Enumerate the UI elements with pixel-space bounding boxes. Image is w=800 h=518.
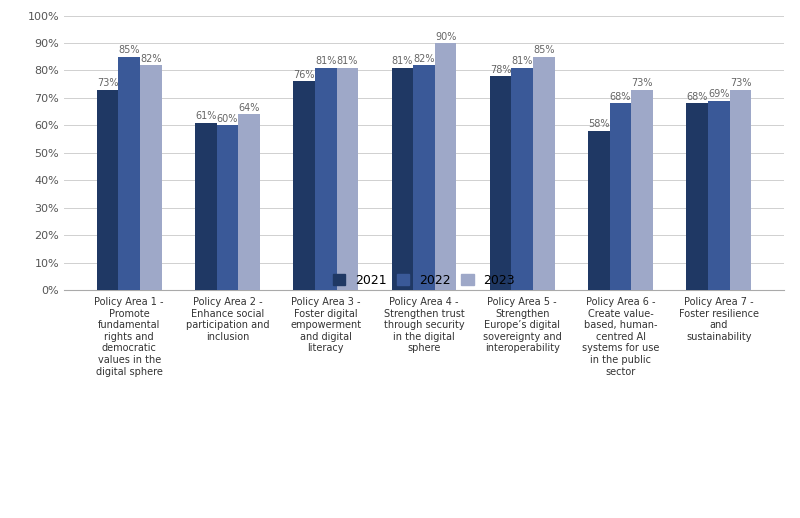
Bar: [686, 104, 708, 290]
Bar: [511, 68, 533, 290]
Text: 58%: 58%: [588, 120, 610, 130]
Text: 61%: 61%: [195, 111, 217, 121]
Text: 60%: 60%: [217, 114, 238, 124]
Bar: [490, 76, 511, 290]
Text: 81%: 81%: [392, 56, 413, 66]
Bar: [610, 104, 631, 290]
Bar: [140, 65, 162, 290]
Text: 85%: 85%: [533, 46, 554, 55]
Text: 73%: 73%: [730, 78, 751, 88]
Text: 85%: 85%: [118, 46, 140, 55]
Text: 78%: 78%: [490, 65, 511, 75]
Bar: [413, 65, 435, 290]
Text: 68%: 68%: [686, 92, 708, 102]
Bar: [238, 114, 260, 290]
Text: 64%: 64%: [238, 103, 260, 113]
Bar: [435, 43, 457, 290]
Bar: [533, 56, 554, 290]
Bar: [708, 100, 730, 290]
Text: 81%: 81%: [511, 56, 533, 66]
Text: 90%: 90%: [435, 32, 456, 41]
Text: 81%: 81%: [337, 56, 358, 66]
Bar: [391, 68, 413, 290]
Bar: [315, 68, 337, 290]
Text: 81%: 81%: [315, 56, 337, 66]
Bar: [97, 90, 118, 290]
Bar: [730, 90, 751, 290]
Bar: [294, 81, 315, 290]
Bar: [118, 56, 140, 290]
Text: 68%: 68%: [610, 92, 631, 102]
Text: 73%: 73%: [631, 78, 653, 88]
Text: 82%: 82%: [414, 53, 434, 64]
Text: 69%: 69%: [708, 89, 730, 99]
Bar: [631, 90, 653, 290]
Text: 76%: 76%: [294, 70, 315, 80]
Bar: [217, 125, 238, 290]
Bar: [337, 68, 358, 290]
Text: 82%: 82%: [140, 53, 162, 64]
Text: 73%: 73%: [97, 78, 118, 88]
Bar: [195, 123, 217, 290]
Bar: [588, 131, 610, 290]
Legend: 2021, 2022, 2023: 2021, 2022, 2023: [333, 274, 515, 286]
